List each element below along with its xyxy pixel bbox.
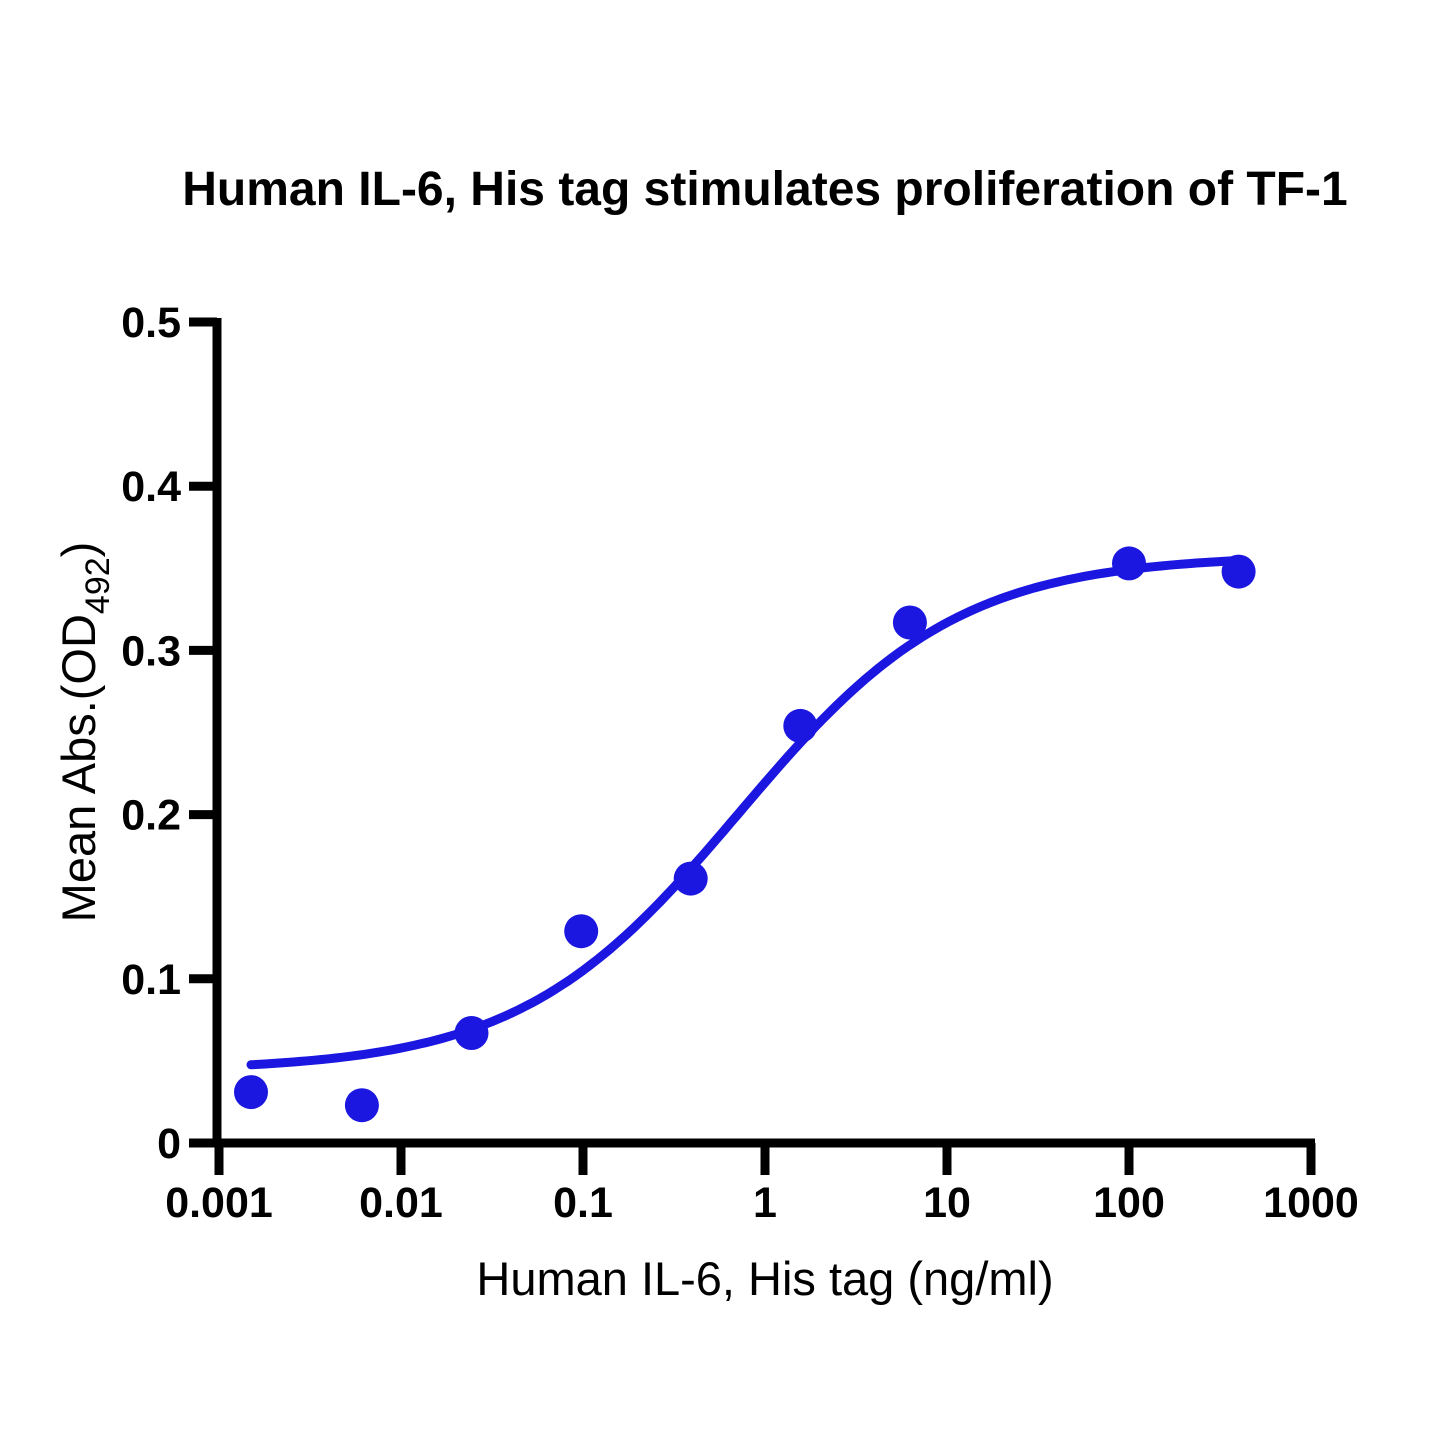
- y-tick-label: 0.5: [121, 299, 181, 347]
- x-ticks: 0.001 0.01 0.1 1 10 100 1000: [165, 1143, 1359, 1227]
- x-tick-label: 1000: [1263, 1179, 1359, 1227]
- x-axis-label: Human IL-6, His tag (ng/ml): [476, 1252, 1053, 1305]
- y-tick-label: 0.4: [121, 463, 181, 511]
- data-point: [344, 1088, 379, 1123]
- y-axis-label: Mean Abs.(OD492): [52, 542, 117, 923]
- y-ticks: 0 0.1 0.2 0.3 0.4 0.5: [121, 299, 217, 1168]
- y-axis-label-subscript: 492: [79, 557, 117, 614]
- y-tick-label: 0.2: [121, 792, 181, 840]
- y-axis-label-main: Mean Abs.(OD: [52, 614, 105, 922]
- data-point: [564, 914, 599, 949]
- data-point: [1221, 554, 1256, 589]
- x-tick-label: 1: [753, 1179, 777, 1227]
- y-axis-label-end: ): [52, 542, 105, 558]
- data-point: [1112, 546, 1146, 581]
- y-tick-label: 0.1: [121, 956, 181, 1004]
- y-tick-label: 0: [157, 1120, 181, 1168]
- data-point: [454, 1016, 489, 1050]
- x-tick-label: 0.01: [359, 1179, 443, 1227]
- x-tick-label: 100: [1093, 1179, 1165, 1227]
- data-point: [673, 861, 708, 896]
- x-tick-label: 0.1: [553, 1179, 613, 1227]
- plot-area: [234, 546, 1256, 1123]
- data-point: [234, 1075, 268, 1110]
- y-tick-label: 0.3: [121, 627, 181, 675]
- x-tick-label: 0.001: [165, 1179, 273, 1227]
- data-point: [892, 605, 927, 640]
- chart-title: Human IL-6, His tag stimulates prolifera…: [182, 163, 1347, 216]
- data-point: [783, 708, 818, 743]
- dose-response-curve: [246, 556, 1244, 1070]
- axes: [189, 318, 1315, 1148]
- x-tick-label: 10: [923, 1179, 971, 1227]
